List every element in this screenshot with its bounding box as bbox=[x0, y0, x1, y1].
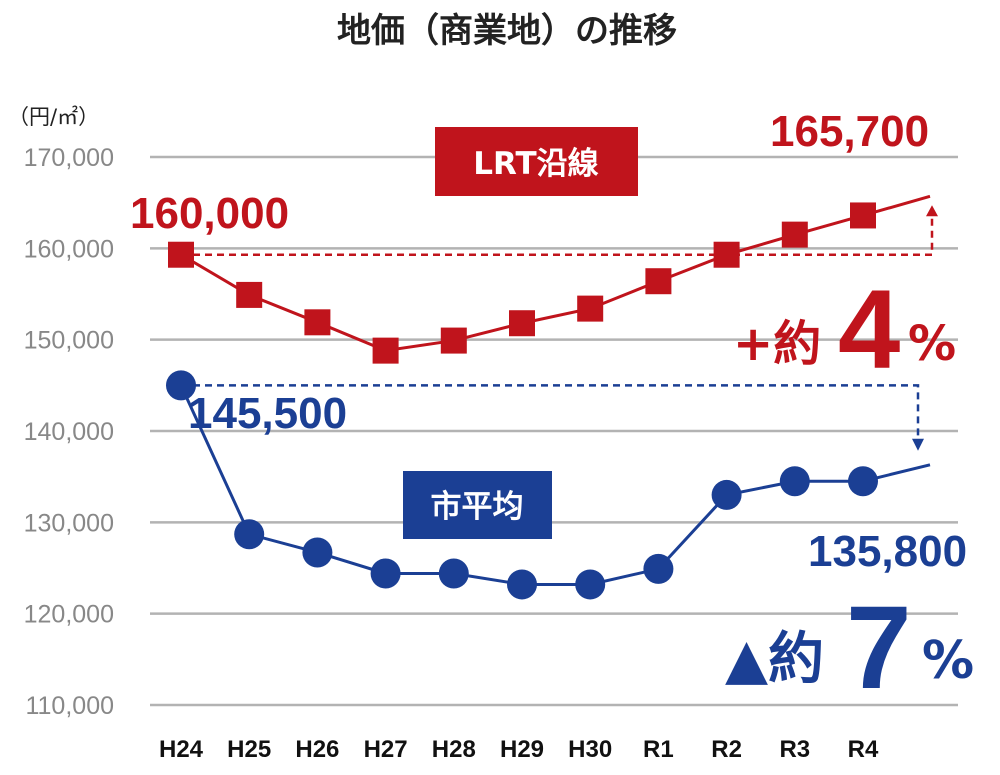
city-point bbox=[848, 466, 878, 497]
x-tick-label: R4 bbox=[848, 736, 879, 763]
y-tick-label: 160,000 bbox=[24, 235, 114, 263]
lrt-point bbox=[304, 309, 331, 336]
grid-lines bbox=[150, 155, 958, 707]
lrt-point bbox=[236, 281, 263, 308]
blue-end-value: 135,800 bbox=[808, 527, 967, 576]
x-axis-ticks: H24 H25 H26 H27 H28 H29 H30 R1 R2 R3 R4 bbox=[159, 736, 879, 763]
lrt-point bbox=[781, 221, 808, 248]
x-tick-label: H26 bbox=[295, 736, 339, 763]
red-change-number: 4 bbox=[838, 267, 900, 392]
y-tick-label: 120,000 bbox=[24, 601, 114, 629]
lrt-point bbox=[850, 202, 876, 229]
y-tick-label: 140,000 bbox=[24, 418, 114, 446]
lrt-point bbox=[645, 268, 672, 295]
city-point bbox=[711, 479, 742, 510]
red-start-value: 160,000 bbox=[130, 189, 289, 238]
city-point bbox=[370, 558, 401, 589]
city-guide bbox=[181, 384, 920, 441]
x-tick-label: H29 bbox=[500, 736, 544, 763]
x-tick-label: H30 bbox=[568, 736, 612, 763]
red-change-prefix: +約 bbox=[733, 316, 821, 372]
blue-change-prefix: ▲約 bbox=[725, 627, 824, 692]
y-tick-label: 110,000 bbox=[25, 692, 114, 720]
y-unit-label: （円/㎡） bbox=[8, 105, 99, 129]
lrt-point bbox=[713, 241, 740, 268]
city-point bbox=[643, 553, 674, 584]
lrt-point bbox=[577, 295, 604, 322]
blue-change-pct: % bbox=[922, 631, 974, 691]
city-point bbox=[575, 569, 606, 600]
city-guide-arrow bbox=[912, 438, 924, 451]
lrt-guide bbox=[181, 214, 934, 256]
legend-lrt-label: LRT沿線 bbox=[473, 146, 598, 182]
x-tick-label: R3 bbox=[779, 736, 810, 763]
city-point bbox=[438, 558, 469, 589]
city-point bbox=[302, 537, 333, 568]
blue-change-number: 7 bbox=[846, 582, 912, 714]
red-change-callout: +約 4 % bbox=[733, 267, 956, 392]
legend-lrt: LRT沿線 bbox=[435, 127, 638, 196]
x-tick-label: R1 bbox=[643, 736, 674, 763]
city-point bbox=[234, 519, 265, 550]
blue-start-value: 145,500 bbox=[188, 389, 347, 438]
x-tick-label: H24 bbox=[159, 736, 204, 763]
x-tick-label: H27 bbox=[364, 736, 408, 763]
y-tick-label: 150,000 bbox=[24, 327, 114, 355]
chart-title: 地価（商業地）の推移 bbox=[337, 11, 677, 51]
lrt-guide-arrow bbox=[926, 205, 938, 217]
x-tick-label: R2 bbox=[711, 736, 742, 763]
y-axis-ticks: 110,000 120,000 130,000 140,000 150,000 160,0… bbox=[24, 144, 114, 720]
red-change-pct: % bbox=[908, 316, 956, 372]
x-tick-label: H25 bbox=[227, 736, 271, 763]
y-tick-label: 170,000 bbox=[24, 144, 114, 172]
lrt-point bbox=[440, 327, 467, 354]
legend-city-label: 市平均 bbox=[431, 489, 524, 525]
series-markers bbox=[166, 202, 878, 600]
legend-city: 市平均 bbox=[403, 471, 552, 539]
comparison-guides bbox=[181, 205, 938, 451]
lrt-point bbox=[372, 337, 399, 364]
y-tick-label: 130,000 bbox=[24, 509, 114, 537]
legend-city-box bbox=[403, 471, 552, 539]
red-end-value: 165,700 bbox=[770, 107, 929, 156]
city-point bbox=[507, 569, 537, 600]
blue-change-callout: ▲約 7 % bbox=[725, 582, 974, 714]
city-point bbox=[166, 370, 196, 401]
legend-lrt-box bbox=[435, 127, 638, 196]
lrt-point bbox=[509, 310, 535, 337]
lrt-point bbox=[168, 241, 194, 268]
x-tick-label: H28 bbox=[432, 736, 476, 763]
city-point bbox=[779, 466, 810, 497]
